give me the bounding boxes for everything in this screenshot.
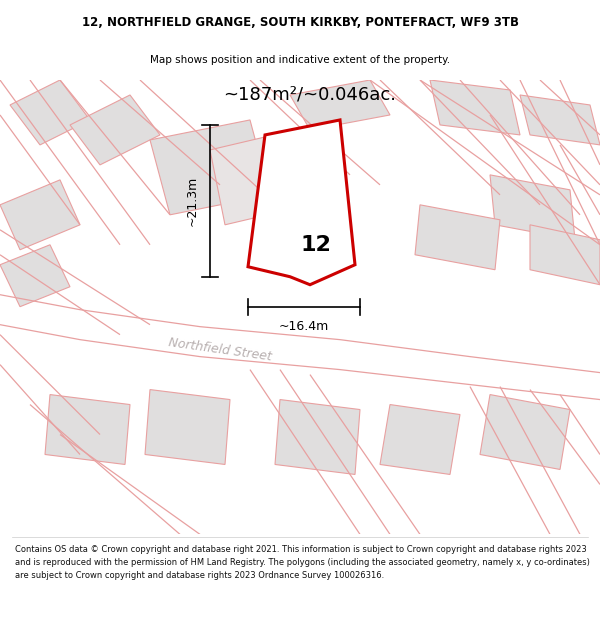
Polygon shape — [520, 95, 600, 145]
Polygon shape — [380, 404, 460, 474]
Text: ~21.3m: ~21.3m — [185, 176, 199, 226]
Polygon shape — [490, 175, 575, 240]
Polygon shape — [290, 80, 390, 130]
Polygon shape — [248, 120, 355, 285]
Polygon shape — [0, 180, 80, 250]
Polygon shape — [415, 205, 500, 270]
Polygon shape — [275, 399, 360, 474]
Polygon shape — [145, 389, 230, 464]
Text: Map shows position and indicative extent of the property.: Map shows position and indicative extent… — [150, 55, 450, 65]
Text: 12, NORTHFIELD GRANGE, SOUTH KIRKBY, PONTEFRACT, WF9 3TB: 12, NORTHFIELD GRANGE, SOUTH KIRKBY, PON… — [82, 16, 518, 29]
Text: Northfield Street: Northfield Street — [167, 336, 272, 363]
Text: 12: 12 — [301, 234, 332, 254]
Text: ~187m²/~0.046ac.: ~187m²/~0.046ac. — [223, 86, 397, 104]
Text: Contains OS data © Crown copyright and database right 2021. This information is : Contains OS data © Crown copyright and d… — [15, 545, 590, 580]
Polygon shape — [10, 80, 90, 145]
Polygon shape — [45, 394, 130, 464]
Polygon shape — [210, 130, 310, 225]
Polygon shape — [480, 394, 570, 469]
Polygon shape — [0, 245, 70, 307]
Polygon shape — [430, 80, 520, 135]
Text: ~16.4m: ~16.4m — [279, 320, 329, 333]
Polygon shape — [70, 95, 160, 165]
Polygon shape — [150, 120, 270, 215]
Polygon shape — [530, 225, 600, 285]
